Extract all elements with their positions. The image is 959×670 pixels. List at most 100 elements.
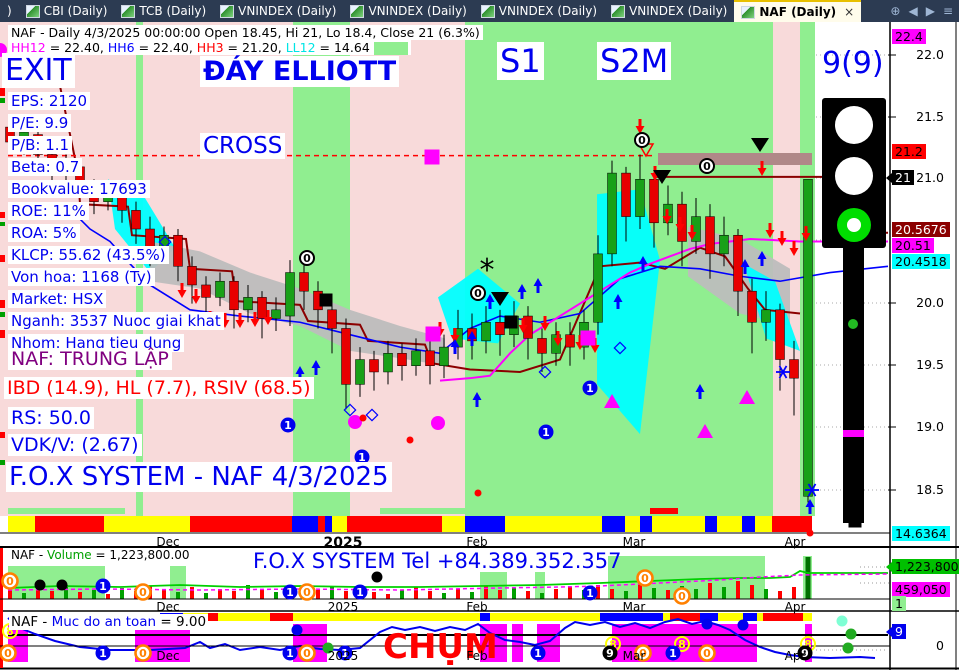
traffic-count-label: 9(9) <box>822 46 884 81</box>
tab-vnindex-daily-[interactable]: VNINDEX (Daily) <box>604 0 734 22</box>
safety-magenta-block <box>805 624 812 662</box>
circled-zero-orange-icon: 0 <box>139 647 147 660</box>
tab-vnindex-daily-[interactable]: VNINDEX (Daily) <box>474 0 604 22</box>
date-label: Apr <box>784 600 806 614</box>
down-arrow-icon <box>191 296 201 304</box>
down-arrow-icon <box>540 323 550 331</box>
date-label: Dec <box>156 649 180 663</box>
candle-body <box>705 216 715 255</box>
circled-one-icon: 1 <box>341 647 349 660</box>
next-chart-icon[interactable]: ▶ <box>925 4 935 18</box>
down-arrow-icon <box>238 313 242 320</box>
tab-label: VNINDEX (Daily) <box>498 4 598 18</box>
indicator-part: = 22.40, <box>134 40 197 55</box>
safety-axis-zero: 0 <box>936 638 944 653</box>
candle-body <box>733 234 743 292</box>
safety-blue-line <box>7 617 876 660</box>
down-arrow-icon <box>578 335 582 342</box>
cross-label: CROSS <box>200 133 286 159</box>
circled-one-icon <box>280 417 296 433</box>
safety-strip-segment <box>663 613 670 621</box>
date-label: Feb <box>466 649 488 663</box>
circled-one-icon: 1 <box>586 587 594 600</box>
magenta-triangle-up-icon <box>697 424 713 438</box>
volume-bar <box>722 587 726 599</box>
up-arrow-icon <box>536 286 540 293</box>
black-dot-icon <box>56 579 68 591</box>
price-axis-label: 21.0 <box>916 170 944 185</box>
down-arrow-icon <box>266 310 270 317</box>
circled-zero-orange-icon: 0 <box>139 586 147 599</box>
crosshair-icon[interactable]: ⊕ <box>890 4 901 18</box>
price-axis-label: 19.5 <box>916 357 944 372</box>
candle-body <box>131 210 141 230</box>
tab-vnindex-daily-[interactable]: VNINDEX (Daily) <box>343 0 473 22</box>
volume-bar <box>708 583 712 599</box>
trend-strip-segment <box>35 516 104 532</box>
volume-bar <box>484 586 488 599</box>
price-badge: 22.4 <box>892 29 926 44</box>
volume-bar <box>372 592 376 599</box>
signal-band <box>293 22 350 516</box>
black-square-icon <box>504 315 518 329</box>
candle-body <box>285 272 295 317</box>
asterisk-icon: * <box>480 253 495 288</box>
circled-one-icon <box>582 585 598 601</box>
candle-body <box>537 338 547 354</box>
safety-strip-segment <box>218 613 270 621</box>
down-arrow-icon <box>801 233 811 241</box>
left-edge-mark <box>0 88 5 96</box>
volume-label-part: = 1,223,800.00 <box>91 548 190 562</box>
up-arrow-icon <box>472 392 482 400</box>
trend-strip-segment <box>465 516 505 532</box>
traffic-light-bottom <box>847 218 861 232</box>
volume-badge: 1 <box>892 596 906 611</box>
black-dot-icon <box>34 579 46 591</box>
menu-icon[interactable]: ≡ <box>942 4 953 18</box>
volume-bar <box>568 587 572 599</box>
trend-strip-segment <box>705 516 717 532</box>
volume-bar <box>78 592 82 599</box>
volume-bar <box>498 590 502 599</box>
safety-pane-label: NAF - Muc do an toan = 9.00 <box>9 614 209 630</box>
tab-vnindex-daily-[interactable]: VNINDEX (Daily) <box>213 0 343 22</box>
down-arrow-icon <box>768 223 772 230</box>
circled-zero-black-icon: 0 <box>638 134 646 147</box>
tab--[interactable]: ) <box>0 0 19 22</box>
down-arrow-icon <box>553 338 563 346</box>
volume-bar <box>442 593 446 599</box>
candle-body <box>677 203 687 242</box>
tab-naf-daily-[interactable]: NAF (Daily) × <box>734 0 862 22</box>
circled-one-icon: 1 <box>99 647 107 660</box>
candle-body <box>607 172 617 255</box>
circled-zero-black-icon <box>634 132 650 148</box>
safety-strip-segment <box>803 613 812 621</box>
snowflake-icon <box>807 483 817 497</box>
black-triangle-down-icon <box>491 292 509 306</box>
circled-zero-orange-icon: 0 <box>703 647 711 660</box>
circled-one-icon: 1 <box>286 586 294 599</box>
volume-label-part: NAF - <box>11 548 48 562</box>
left-edge-mark <box>0 255 5 262</box>
volume-bar <box>596 585 600 599</box>
volume-bar <box>92 590 96 599</box>
prev-chart-icon[interactable]: ◀ <box>908 4 918 18</box>
candle-body <box>243 297 253 311</box>
magenta-triangle-up-icon <box>739 390 755 404</box>
down-arrow-icon <box>687 232 697 240</box>
tab-cbi-daily-[interactable]: CBI (Daily) <box>19 0 115 22</box>
down-arrow-icon <box>638 119 642 126</box>
down-arrow-icon <box>590 345 600 353</box>
close-icon[interactable]: × <box>844 5 855 19</box>
circled-one-icon: 1 <box>669 647 677 660</box>
price-badge: 20.4518 <box>892 254 950 269</box>
volume-bar <box>120 588 124 599</box>
up-arrow-icon <box>485 294 495 302</box>
candle-body <box>299 272 309 292</box>
down-arrow-icon <box>635 126 645 134</box>
down-arrow-icon <box>777 238 787 246</box>
down-arrow-icon <box>665 209 669 216</box>
tab-tcb-daily-[interactable]: TCB (Daily) <box>114 0 213 22</box>
stat-market: Market: HSX <box>8 290 107 308</box>
candle-body <box>397 353 407 367</box>
